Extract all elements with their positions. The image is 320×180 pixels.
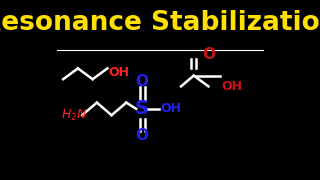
Text: OH: OH	[221, 80, 242, 93]
Text: S: S	[135, 99, 149, 118]
Text: O: O	[136, 74, 148, 89]
Text: O: O	[136, 128, 148, 143]
Text: OH: OH	[108, 66, 129, 78]
Text: O: O	[202, 46, 215, 62]
Text: OH: OH	[160, 102, 181, 115]
Text: Resonance Stabilization: Resonance Stabilization	[0, 10, 320, 36]
Text: $H_2N$: $H_2N$	[61, 108, 87, 123]
